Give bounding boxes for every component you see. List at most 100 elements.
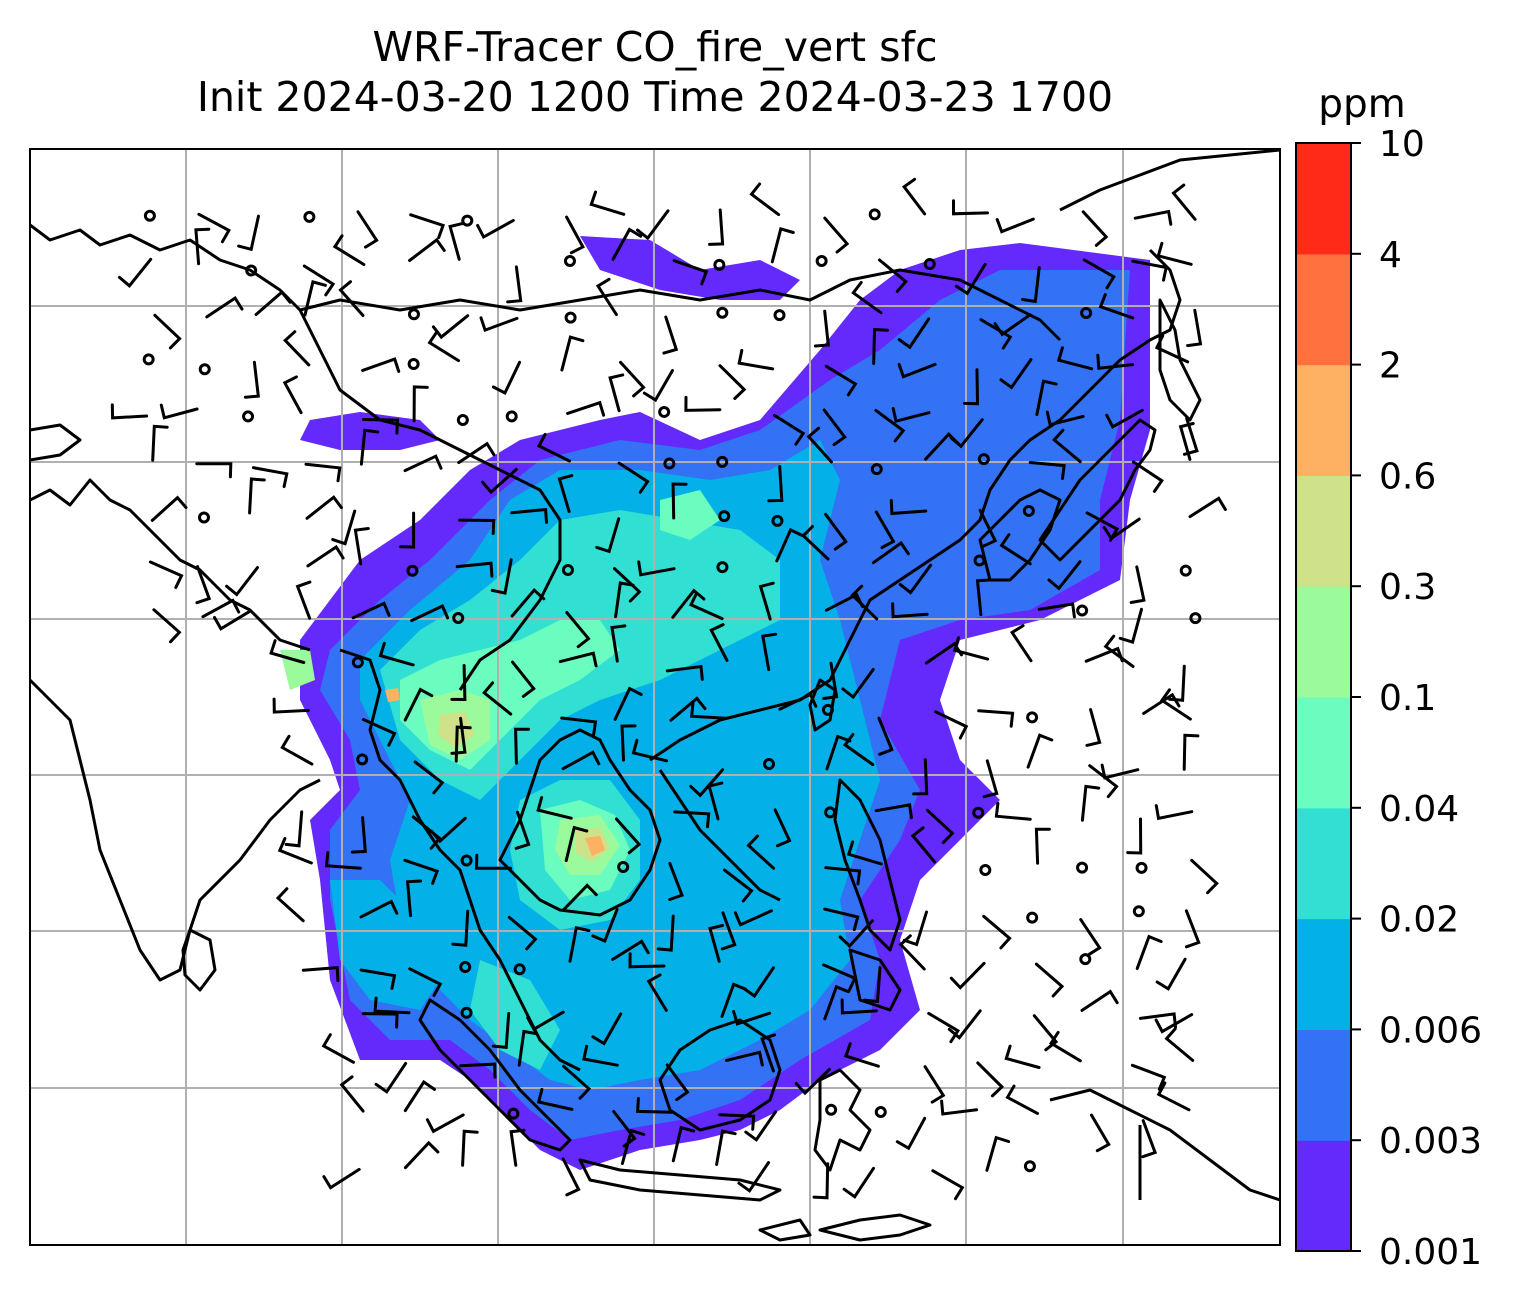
wind-barb <box>405 879 423 918</box>
colorbar-tick-label: 0.6 <box>1379 456 1436 497</box>
colorbar-segment <box>1296 364 1351 476</box>
wind-barb <box>195 565 212 605</box>
wind-barb <box>491 360 522 396</box>
wind-barb <box>620 1128 646 1165</box>
wind-barb <box>595 517 621 554</box>
wind-barb <box>874 408 906 443</box>
wind-barb <box>506 265 523 304</box>
wind-barb <box>824 364 858 397</box>
wind-barb <box>591 907 619 943</box>
coastline-borneo <box>658 1018 782 1132</box>
wind-barb <box>874 510 896 550</box>
wind-barb <box>213 609 252 631</box>
colorbar-tick-label: 0.04 <box>1379 789 1459 830</box>
wind-barb <box>410 603 450 623</box>
wind-barb <box>1126 817 1143 855</box>
wind-barb <box>474 853 512 870</box>
calm-wind-marker <box>713 258 726 271</box>
chart-title: WRF-Tracer CO_fire_vert sfc Init 2024-03… <box>30 22 1280 122</box>
wind-barb <box>1056 346 1094 371</box>
wind-barb <box>733 909 773 927</box>
wind-barb <box>1052 428 1082 464</box>
wind-barb <box>565 215 585 255</box>
calm-wind-marker <box>977 453 990 466</box>
borders-china <box>298 268 1062 902</box>
wind-barb <box>1141 1119 1158 1159</box>
wind-barb <box>1105 408 1144 429</box>
wind-barb <box>536 796 573 820</box>
wind-barb <box>614 817 642 855</box>
colorbar-tick-label: 10 <box>1379 124 1425 165</box>
wind-barb <box>872 327 889 365</box>
colorbar-segment <box>1296 918 1351 1030</box>
wind-barb <box>636 1097 674 1114</box>
colorbar-segment <box>1296 253 1351 366</box>
wind-barb <box>1079 918 1102 957</box>
wind-barb <box>1103 634 1135 668</box>
wind-barb <box>1021 266 1041 304</box>
calm-wind-marker <box>1189 612 1202 625</box>
calm-wind-marker <box>825 1103 838 1116</box>
wind-barb <box>118 257 153 288</box>
wind-barb <box>251 466 289 489</box>
wind-barb <box>851 281 883 315</box>
wind-barb <box>898 934 926 971</box>
calm-wind-marker <box>303 210 316 223</box>
wind-barb <box>359 899 399 919</box>
colorbar-tick-label: 0.001 <box>1379 1232 1482 1273</box>
wind-barb <box>490 558 513 595</box>
wind-barb <box>1154 1013 1194 1034</box>
wind-barb <box>636 209 670 241</box>
wind-barb <box>646 973 668 1012</box>
calm-wind-marker <box>1022 504 1035 517</box>
wind-barb <box>979 318 1013 350</box>
coastline-new-guinea <box>1049 1088 1280 1202</box>
wind-barb <box>927 1011 961 1044</box>
co-concentration-field <box>280 236 1150 1170</box>
map-panel <box>30 149 1280 1245</box>
calm-wind-marker <box>561 564 574 577</box>
wind-barb <box>254 290 292 316</box>
coastline-japan <box>1038 298 1202 562</box>
wind-barb <box>718 364 747 400</box>
wind-barb <box>620 724 637 762</box>
wind-barb <box>749 182 781 217</box>
wind-barb <box>510 507 548 524</box>
wind-barb <box>1129 565 1146 604</box>
wind-barb <box>324 851 362 870</box>
wind-barb <box>925 808 955 845</box>
calm-wind-marker <box>870 463 883 476</box>
wind-barb <box>536 433 571 463</box>
calm-wind-marker <box>461 214 474 227</box>
wind-barb <box>1004 1044 1041 1069</box>
colorbar-tick-label: 0.3 <box>1379 567 1436 608</box>
wind-barb <box>338 280 365 317</box>
wind-barb <box>822 408 847 447</box>
coastline-sri-lanka <box>181 928 217 992</box>
wind-barb <box>511 660 536 698</box>
wind-barb <box>431 314 470 340</box>
wind-barb <box>560 335 585 372</box>
wind-barb <box>878 258 908 293</box>
calm-wind-marker <box>923 257 936 270</box>
calm-wind-marker <box>716 306 729 319</box>
calm-wind-marker <box>142 353 155 366</box>
wind-barb <box>628 952 666 969</box>
wind-barb <box>197 212 231 244</box>
wind-barb <box>773 808 792 848</box>
wind-barb <box>985 1135 1011 1172</box>
wind-barb <box>910 826 937 864</box>
contour-fill-0.04-b <box>540 490 720 900</box>
wind-barb <box>668 861 684 901</box>
wind-barb <box>304 462 342 483</box>
wind-barb <box>902 910 928 947</box>
calm-wind-marker <box>979 864 992 877</box>
wind-barb <box>672 259 709 286</box>
wind-barb <box>842 1166 875 1199</box>
wind-barb <box>301 965 340 983</box>
calm-wind-marker <box>459 960 472 973</box>
wind-barb <box>1005 1084 1039 1115</box>
wind-barb <box>356 210 379 249</box>
wind-barb <box>812 1162 830 1200</box>
wind-barb <box>1118 607 1143 644</box>
